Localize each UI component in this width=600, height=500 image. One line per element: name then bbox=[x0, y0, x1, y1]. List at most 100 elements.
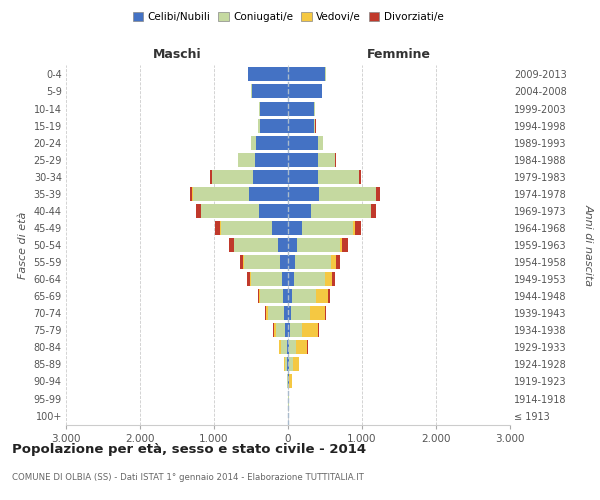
Bar bbox=[288, 221, 302, 235]
Bar bbox=[287, 340, 288, 354]
Bar bbox=[229, 238, 233, 252]
Bar bbox=[371, 204, 376, 218]
Legend: Celibi/Nubili, Coniugati/e, Vedovi/e, Divorziati/e: Celibi/Nubili, Coniugati/e, Vedovi/e, Di… bbox=[128, 8, 448, 26]
Bar bbox=[314, 118, 316, 132]
Bar bbox=[193, 187, 249, 201]
Bar bbox=[325, 306, 326, 320]
Bar bbox=[343, 238, 347, 252]
Bar bbox=[287, 358, 288, 372]
Bar bbox=[221, 221, 272, 235]
Bar bbox=[249, 187, 288, 201]
Bar bbox=[200, 204, 259, 218]
Bar bbox=[302, 324, 317, 338]
Bar bbox=[310, 306, 325, 320]
Bar bbox=[234, 238, 278, 252]
Bar bbox=[288, 324, 290, 338]
Bar bbox=[281, 340, 287, 354]
Bar bbox=[288, 152, 318, 166]
Bar bbox=[244, 255, 280, 269]
Bar bbox=[355, 221, 361, 235]
Bar bbox=[259, 289, 260, 303]
Bar bbox=[353, 221, 355, 235]
Bar bbox=[359, 170, 361, 183]
Bar bbox=[318, 170, 359, 183]
Bar bbox=[317, 324, 319, 338]
Bar bbox=[251, 272, 282, 286]
Bar bbox=[268, 306, 284, 320]
Bar bbox=[215, 221, 220, 235]
Bar bbox=[336, 255, 340, 269]
Bar bbox=[280, 340, 281, 354]
Bar bbox=[260, 102, 288, 116]
Bar bbox=[273, 324, 274, 338]
Bar bbox=[292, 289, 316, 303]
Bar bbox=[288, 136, 318, 149]
Bar bbox=[293, 272, 325, 286]
Text: Maschi: Maschi bbox=[152, 48, 202, 62]
Bar bbox=[288, 255, 295, 269]
Bar bbox=[253, 170, 288, 183]
Bar bbox=[284, 358, 285, 372]
Bar bbox=[240, 255, 244, 269]
Bar bbox=[288, 68, 325, 82]
Bar bbox=[288, 272, 293, 286]
Bar bbox=[286, 324, 288, 338]
Bar bbox=[282, 272, 288, 286]
Bar bbox=[293, 358, 299, 372]
Bar bbox=[272, 221, 288, 235]
Bar bbox=[288, 238, 297, 252]
Bar bbox=[211, 170, 212, 183]
Bar bbox=[251, 136, 256, 149]
Bar bbox=[256, 152, 288, 166]
Bar bbox=[285, 358, 287, 372]
Bar bbox=[290, 324, 302, 338]
Bar bbox=[302, 221, 353, 235]
Bar bbox=[291, 306, 310, 320]
Bar bbox=[260, 289, 283, 303]
Bar bbox=[319, 187, 376, 201]
Bar bbox=[289, 374, 292, 388]
Y-axis label: Fasce di età: Fasce di età bbox=[18, 212, 28, 278]
Bar bbox=[274, 324, 276, 338]
Bar bbox=[212, 170, 253, 183]
Bar bbox=[325, 272, 332, 286]
Bar bbox=[278, 238, 288, 252]
Bar bbox=[340, 238, 343, 252]
Bar bbox=[288, 118, 314, 132]
Bar bbox=[289, 358, 293, 372]
Bar bbox=[284, 306, 288, 320]
Bar bbox=[318, 152, 335, 166]
Bar bbox=[258, 289, 259, 303]
Bar bbox=[259, 204, 288, 218]
Bar bbox=[247, 272, 250, 286]
Bar bbox=[288, 204, 311, 218]
Bar bbox=[280, 255, 288, 269]
Bar bbox=[297, 238, 340, 252]
Bar bbox=[318, 136, 323, 149]
Bar bbox=[316, 289, 328, 303]
Bar bbox=[250, 272, 251, 286]
Bar bbox=[328, 289, 330, 303]
Bar bbox=[288, 170, 318, 183]
Bar bbox=[238, 152, 256, 166]
Bar bbox=[288, 358, 289, 372]
Bar bbox=[276, 324, 286, 338]
Bar bbox=[288, 84, 322, 98]
Bar bbox=[296, 340, 307, 354]
Bar bbox=[259, 118, 260, 132]
Bar bbox=[288, 187, 319, 201]
Bar bbox=[288, 102, 314, 116]
Bar bbox=[252, 84, 288, 98]
Bar bbox=[288, 289, 292, 303]
Bar bbox=[376, 187, 380, 201]
Bar bbox=[260, 118, 288, 132]
Bar bbox=[248, 68, 288, 82]
Bar bbox=[332, 272, 335, 286]
Bar bbox=[196, 204, 200, 218]
Bar bbox=[288, 306, 291, 320]
Bar bbox=[288, 340, 289, 354]
Y-axis label: Anni di nascita: Anni di nascita bbox=[584, 204, 593, 286]
Bar bbox=[295, 255, 331, 269]
Text: Femmine: Femmine bbox=[367, 48, 431, 62]
Bar bbox=[266, 306, 268, 320]
